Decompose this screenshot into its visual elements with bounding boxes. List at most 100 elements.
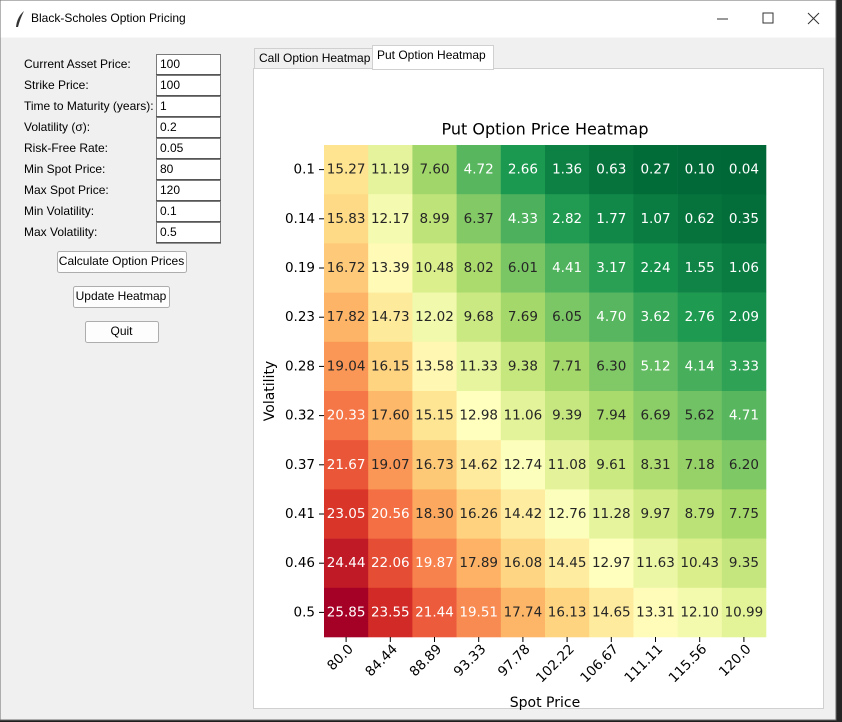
y-tick-label: 0.37 — [285, 457, 315, 473]
heatmap-cell — [500, 587, 546, 638]
heatmap-cell — [633, 194, 678, 244]
tab-label: Call Option Heatmap — [259, 51, 371, 65]
cell-label: 6.30 — [596, 358, 626, 374]
y-tick-label: 0.19 — [285, 260, 315, 276]
heatmap-cell — [589, 587, 634, 638]
cell-label: 15.27 — [327, 162, 366, 178]
heatmap-cell — [412, 587, 457, 638]
heatmap-cell — [368, 391, 413, 441]
cell-label: 7.94 — [596, 408, 626, 424]
cell-label: 0.35 — [729, 211, 759, 227]
cell-label: 9.68 — [464, 309, 494, 325]
cell-label: 9.38 — [508, 358, 538, 374]
field-label: Strike Price: — [24, 78, 89, 92]
heatmap-cell — [589, 489, 634, 539]
text-entry[interactable]: 0.5 — [156, 222, 221, 244]
heatmap-cell — [368, 489, 413, 539]
heatmap-cell — [545, 292, 590, 343]
heatmap-cell — [500, 538, 546, 589]
heatmap-cell — [721, 194, 767, 244]
button[interactable]: Calculate Option Prices — [57, 251, 187, 273]
cell-label: 17.60 — [371, 408, 410, 424]
heatmap-cell — [633, 538, 678, 589]
cell-label: 12.76 — [548, 506, 587, 522]
heatmap-chart: Put Option Price Heatmap Spot Price Vola… — [262, 120, 767, 711]
heatmap-cell — [412, 391, 457, 441]
cell-label: 1.36 — [552, 162, 582, 178]
cell-label: 0.62 — [685, 211, 715, 227]
y-tick-label: 0.5 — [294, 604, 315, 620]
heatmap-cell — [721, 341, 767, 392]
heatmap-cell — [456, 538, 502, 589]
cell-label: 18.30 — [415, 506, 454, 522]
cell-label: 10.48 — [415, 260, 454, 276]
heatmap-cell — [677, 145, 723, 195]
cell-label: 17.74 — [504, 604, 543, 620]
y-tick-label: 0.28 — [285, 358, 315, 374]
cell-label: 2.82 — [552, 211, 582, 227]
cell-label: 14.62 — [459, 457, 498, 473]
cell-label: 7.18 — [685, 457, 715, 473]
cell-label: 17.82 — [327, 309, 366, 325]
text-entry[interactable]: 100 — [156, 54, 221, 76]
cell-label: 6.37 — [464, 211, 494, 227]
cell-label: 5.12 — [640, 358, 670, 374]
heatmap-cell — [368, 194, 413, 244]
heatmap-cell — [589, 145, 634, 195]
tab[interactable]: Call Option Heatmap — [254, 48, 373, 69]
cell-label: 12.97 — [592, 555, 631, 571]
heatmap-cell — [324, 292, 369, 343]
heatmap-cell — [456, 292, 502, 343]
text-entry[interactable]: 100 — [156, 75, 221, 97]
cell-label: 9.97 — [640, 506, 670, 522]
heatmap-cell — [677, 341, 723, 392]
cell-label: 14.73 — [371, 309, 410, 325]
cell-label: 19.87 — [415, 555, 454, 571]
cell-label: 4.14 — [685, 358, 715, 374]
cell-label: 2.24 — [640, 260, 670, 276]
cell-label: 0.63 — [596, 162, 626, 178]
field-label: Risk-Free Rate: — [24, 141, 108, 155]
heatmap-cell — [456, 145, 502, 195]
entry-value: 0.05 — [160, 141, 184, 155]
cell-label: 3.17 — [596, 260, 626, 276]
cell-label: 12.02 — [415, 309, 454, 325]
entry-value: 80 — [160, 162, 174, 176]
cell-label: 2.76 — [685, 309, 715, 325]
heatmap-cell — [677, 292, 723, 343]
text-entry[interactable]: 0.1 — [156, 201, 221, 223]
y-tick-label: 0.46 — [285, 555, 315, 571]
button[interactable]: Update Heatmap — [73, 286, 170, 308]
text-entry[interactable]: 0.05 — [156, 138, 221, 160]
tab[interactable]: Put Option Heatmap — [372, 45, 494, 70]
cell-label: 2.09 — [729, 309, 759, 325]
heatmap-cell — [633, 489, 678, 539]
heatmap-cell — [677, 489, 723, 539]
heatmap-cell — [677, 440, 723, 490]
heatmap-cell — [589, 538, 634, 589]
heatmap-cell — [324, 145, 369, 195]
heatmap-cell — [633, 292, 678, 343]
window-title: Black-Scholes Option Pricing — [31, 11, 186, 25]
close-button[interactable] — [807, 12, 820, 25]
cell-label: 19.51 — [459, 604, 498, 620]
maximize-button[interactable] — [762, 12, 774, 24]
text-entry[interactable]: 80 — [156, 159, 221, 181]
cell-label: 14.42 — [504, 506, 543, 522]
button[interactable]: Quit — [85, 321, 159, 343]
cell-label: 25.85 — [327, 604, 366, 620]
text-entry[interactable]: 120 — [156, 180, 221, 202]
heatmap-cell — [545, 538, 590, 589]
heatmap-cell — [721, 391, 767, 441]
text-entry[interactable]: 0.2 — [156, 117, 221, 139]
heatmap-cell — [500, 292, 546, 343]
cell-label: 9.39 — [552, 408, 582, 424]
heatmap-cell — [456, 243, 502, 293]
cell-label: 6.01 — [508, 260, 538, 276]
text-entry[interactable]: 1 — [156, 96, 221, 118]
cell-label: 6.05 — [552, 309, 582, 325]
cell-label: 21.67 — [327, 457, 366, 473]
heatmap-cell — [589, 194, 634, 244]
cell-label: 19.07 — [371, 457, 410, 473]
heatmap-cell — [412, 440, 457, 490]
